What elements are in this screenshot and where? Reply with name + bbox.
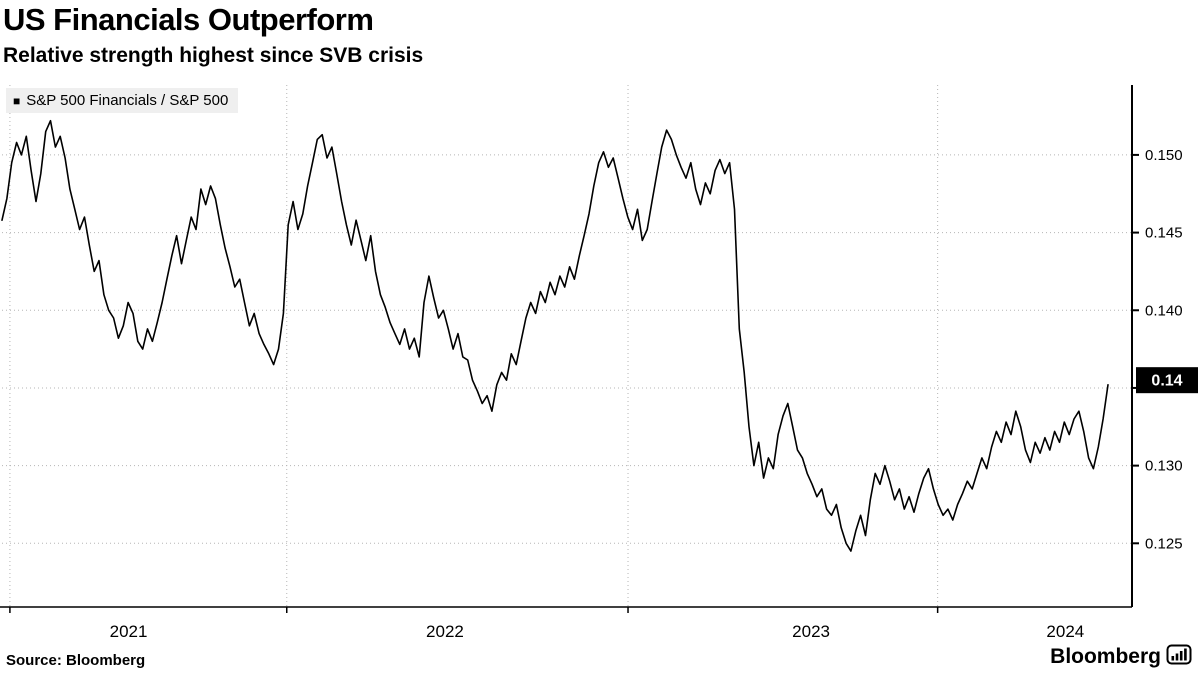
y-axis-label: 0.145	[1145, 225, 1183, 242]
bloomberg-logo-icon	[1166, 644, 1192, 670]
last-value-label: 0.14	[1151, 373, 1182, 390]
y-axis-label: 0.140	[1145, 302, 1183, 319]
x-axis-label: 2021	[110, 622, 148, 641]
y-axis-label: 0.130	[1145, 458, 1183, 475]
series-line	[1, 119, 1109, 552]
chart-legend: ■ S&P 500 Financials / S&P 500	[6, 88, 239, 113]
x-axis-label: 2022	[426, 622, 464, 641]
legend-series-label: S&P 500 Financials / S&P 500	[26, 92, 229, 109]
bloomberg-wordmark: Bloomberg	[1050, 645, 1161, 668]
bloomberg-brand: Bloomberg	[1050, 644, 1192, 670]
x-axis-label: 2024	[1046, 622, 1084, 641]
page-subtitle: Relative strength highest since SVB cris…	[3, 44, 424, 67]
legend-series-marker-icon: ■	[13, 93, 21, 108]
x-axis-label: 2023	[792, 622, 830, 641]
y-axis-label: 0.150	[1145, 147, 1183, 164]
page-title: US Financials Outperform	[3, 2, 374, 37]
last-value-tag	[1136, 367, 1198, 394]
source-credit: Source: Bloomberg	[6, 652, 146, 669]
y-axis-label: 0.125	[1145, 535, 1183, 552]
